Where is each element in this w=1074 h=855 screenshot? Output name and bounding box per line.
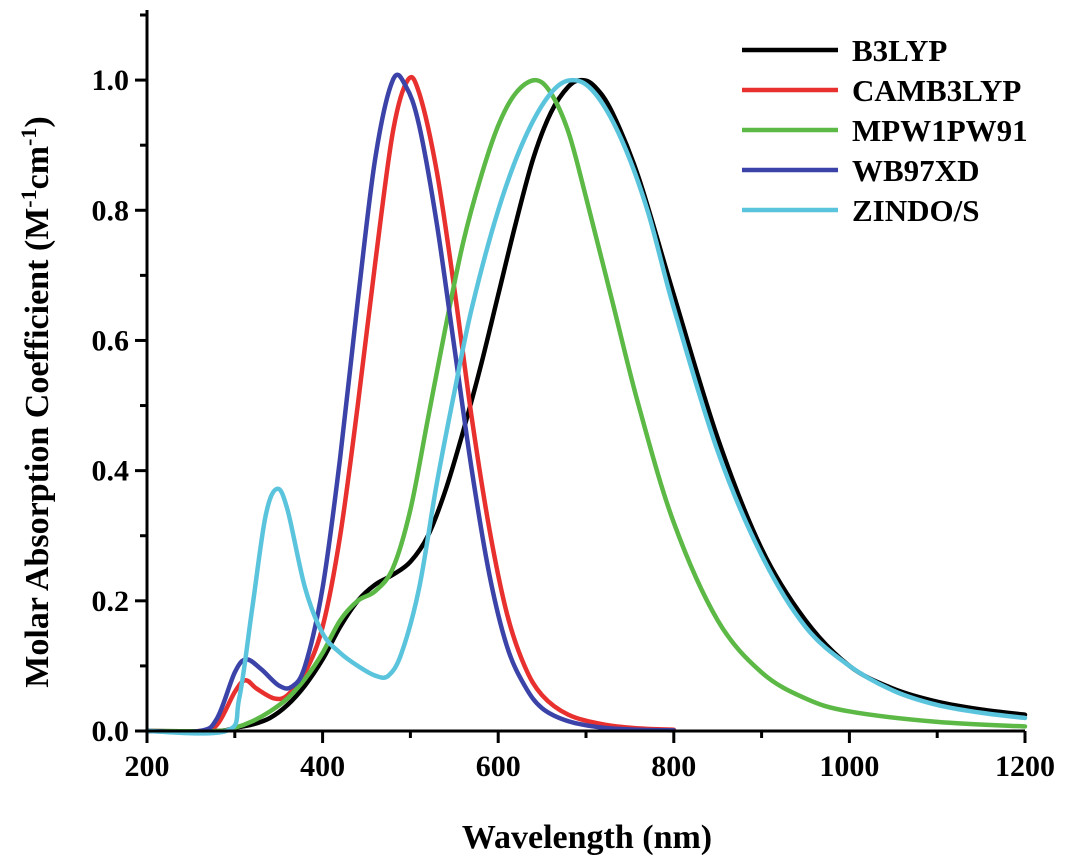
- x-tick-label: 200: [125, 750, 170, 783]
- series-line-wb97xd: [144, 72, 677, 735]
- x-tick-label: 1200: [995, 750, 1055, 783]
- y-tick-label: 0.4: [92, 455, 130, 488]
- series-line-b3lyp: [144, 77, 1028, 734]
- y-axis-title-sup1: -1: [16, 189, 41, 207]
- x-axis-title: Wavelength (nm): [462, 819, 712, 855]
- x-tick-label: 800: [651, 750, 696, 783]
- x-tick-label: 1000: [819, 750, 879, 783]
- series-line-mpw1pw91: [144, 77, 1028, 734]
- y-axis-title-suffix: ): [19, 116, 56, 127]
- legend-label-b3lyp: B3LYP: [852, 33, 947, 68]
- y-tick-label: 0.6: [92, 324, 130, 357]
- y-tick-label: 0.0: [92, 715, 130, 748]
- legend: B3LYP CAMB3LYP MPW1PW91 WB97XD ZINDO/S: [742, 33, 1028, 228]
- y-tick-label: 0.2: [92, 585, 130, 618]
- legend-label-camb3lyp: CAMB3LYP: [852, 73, 1021, 108]
- series-layer: [144, 72, 1028, 736]
- y-axis-title-prefix: Molar Absorption Coefficient (M: [19, 208, 56, 688]
- y-axis-title-sup2: -1: [16, 128, 41, 146]
- ticks-layer: 200 400 600 800 1000 1200 0.0 0.2 0.4 0.6 0.8 1.0: [92, 13, 1055, 783]
- x-tick-label: 600: [476, 750, 521, 783]
- y-axis-title-middle: cm: [19, 146, 56, 189]
- legend-label-mpw1pw91: MPW1PW91: [852, 113, 1028, 148]
- legend-label-zindo-s: ZINDO/S: [852, 193, 979, 228]
- series-line-camb3lyp: [144, 74, 677, 734]
- y-tick-label: 0.8: [92, 194, 130, 227]
- y-axis-title: Molar Absorption Coefficient (M-1cm-1): [16, 116, 56, 687]
- x-tick-label: 400: [300, 750, 345, 783]
- legend-label-wb97xd: WB97XD: [852, 153, 979, 188]
- y-tick-label: 1.0: [92, 64, 130, 97]
- series-line-zindo-s: [144, 77, 1028, 736]
